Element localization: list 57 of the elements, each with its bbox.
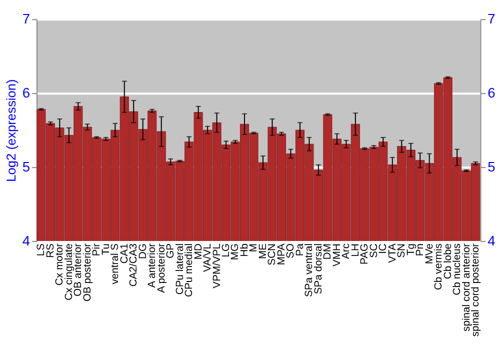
y2-tick-label: 4 <box>488 233 496 248</box>
x-tick-label: RS <box>45 243 56 258</box>
x-tick-label: SCN <box>267 243 278 266</box>
x-tick-label: CA1 <box>119 243 130 264</box>
x-tick-label: spinal cord posterior <box>470 242 482 337</box>
x-tick-label: CPu medial <box>184 243 196 297</box>
x-tick-label: MG <box>230 243 242 260</box>
y2-tick-label: 5 <box>488 159 496 174</box>
x-tick-label: VPM/VPL <box>212 243 223 288</box>
x-tick-label: Pa <box>294 243 306 256</box>
x-tick-label: Tu <box>100 243 112 256</box>
x-tick-label: Hb <box>239 243 250 257</box>
x-tick-label: Pir <box>92 242 103 256</box>
x-tick-label: VMH <box>332 243 343 266</box>
x-tick-label: PAG <box>360 243 371 265</box>
x-tick-label: Cb lobe <box>442 243 454 280</box>
x-tick-label: DM <box>322 243 334 260</box>
x-tick-label: Cb nucleus <box>452 243 464 296</box>
x-tick-label: Pn <box>415 243 426 256</box>
x-tick-label: Cb vermis <box>434 243 445 290</box>
x-tick-label: Cx cingulate <box>64 243 75 300</box>
y2-tick-label: 6 <box>488 86 496 101</box>
y-tick-label: 4 <box>22 233 30 248</box>
x-tick-label: A posterior <box>156 242 168 293</box>
x-tick-label: VA/VL <box>202 243 214 272</box>
x-tick-label: MPA <box>276 243 288 266</box>
x-tick-label: Tg <box>406 243 417 256</box>
x-tick-label: M <box>248 243 260 252</box>
x-tick-label: LS <box>36 243 48 256</box>
x-tick-label: SN <box>396 243 408 258</box>
x-tick-label: ME <box>258 243 269 259</box>
x-tick-label: SO <box>286 243 297 258</box>
x-tick-label: OB anterior <box>73 242 84 296</box>
x-tick-label: SC <box>368 242 380 258</box>
x-tick-label: Arc <box>341 243 352 259</box>
x-tick-label: LG <box>220 243 232 258</box>
x-tick-label: SPa ventral <box>304 243 316 297</box>
x-tick-label: LH <box>350 243 362 257</box>
x-tick-label: A anterior <box>147 242 158 288</box>
x-tick-label: MD <box>193 243 204 260</box>
x-tick-label: Cx motor <box>54 242 66 286</box>
y-tick-label: 7 <box>22 12 30 27</box>
x-tick-label: CPu lateral <box>174 243 186 295</box>
y-tick-label: 6 <box>22 86 30 101</box>
x-tick-label: IC <box>378 242 390 254</box>
y2-tick-label: 7 <box>488 12 496 27</box>
y-axis-title: Log2 (expression) <box>3 79 18 182</box>
y-tick-label: 5 <box>22 159 30 174</box>
x-tick-label: CA2/CA3 <box>128 243 140 287</box>
x-tick-label: spinal cord anterior <box>461 242 472 332</box>
x-tick-label: DG <box>138 243 149 259</box>
x-tick-label: GP <box>166 243 177 258</box>
x-tick-label: MVe <box>424 243 436 264</box>
x-tick-label: SPa dorsal <box>313 243 324 294</box>
x-tick-label: ventral S <box>110 243 122 284</box>
x-tick-label: OB posterior <box>82 242 94 302</box>
x-tick-label: VTA <box>387 243 398 263</box>
